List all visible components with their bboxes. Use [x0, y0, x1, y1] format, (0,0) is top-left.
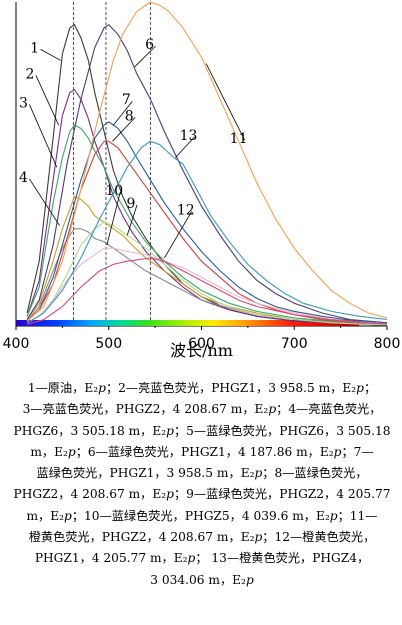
curve-leader-4: [29, 178, 60, 226]
curve-label-1: 1: [30, 40, 39, 56]
curve-leader-1: [40, 49, 61, 61]
x-tick-label-600: 600: [188, 336, 215, 352]
curve-label-11: 11: [230, 131, 248, 147]
series-line-12: [26, 257, 388, 325]
curve-leader-7: [113, 100, 133, 126]
series-line-4: [26, 195, 388, 326]
series-line-5: [26, 228, 388, 326]
curve-leader-3: [29, 104, 58, 168]
series-line-9: [26, 221, 388, 326]
caption-line-6: PHGZ2，4 208.67 m，E₂p；9—蓝绿色荧光，PHGZ2，4 205…: [13, 487, 391, 502]
caption-line-3: PHGZ6，3 505.18 m，E₂p；5—蓝绿色荧光，PHGZ6，3 505…: [13, 423, 391, 438]
series-line-10: [26, 247, 388, 325]
series-line-11: [26, 1, 388, 322]
figure-caption: 1—原油，E₂p；2—亮蓝色荧光，PHGZ1，3 958.5 m，E₂p； 3—亮…: [10, 378, 394, 591]
series-line-7: [26, 121, 388, 324]
curve-label-4: 4: [19, 170, 28, 186]
curve-label-7: 7: [122, 92, 131, 108]
curve-leader-12: [164, 211, 193, 259]
series-line-3: [26, 124, 388, 325]
x-tick-label-400: 400: [3, 336, 30, 352]
caption-line-10: 3 034.06 m，E₂p: [150, 572, 254, 587]
curve-label-2: 2: [25, 66, 34, 82]
caption-line-5: 蓝绿色荧光，PHGZ1，3 958.5 m，E₂p；8—蓝绿色荧光，: [36, 466, 368, 481]
caption-line-4: m，E₂p；6—蓝绿色荧光，PHGZ1，4 187.86 m，E₂p；7—: [30, 444, 374, 459]
series-line-2: [26, 88, 388, 326]
curve-label-10: 10: [105, 183, 123, 199]
caption-line-7: m，E₂p；10—蓝绿色荧光，PHGZ5，4 039.6 m，E₂p；11—: [26, 508, 378, 523]
curve-leader-2: [35, 75, 60, 126]
curve-leader-8: [112, 117, 136, 142]
caption-line-1: 1—原油，E₂p；2—亮蓝色荧光，PHGZ1，3 958.5 m，E₂p；: [27, 381, 377, 395]
caption-line-2: 3—亮蓝色荧光，PHGZ2，4 208.67 m，E₂p；4—亮蓝色荧光，: [22, 402, 382, 417]
curve-leader-13: [175, 136, 195, 158]
curve-label-8: 8: [125, 108, 134, 124]
series-line-6: [26, 23, 388, 324]
caption-line-9: PHGZ1，4 205.77 m，E₂p； 13—橙黄色荧光，PHGZ4，: [34, 551, 370, 566]
curve-label-13: 13: [180, 128, 198, 144]
x-tick-label-500: 500: [95, 336, 122, 352]
caption-line-8: 橙黄色荧光，PHGZ2，4 208.67 m，E₂p；12—橙黄色荧光，: [28, 530, 376, 545]
x-tick-label-700: 700: [281, 336, 308, 352]
curve-label-3: 3: [19, 95, 28, 111]
curve-leader-11: [205, 63, 245, 141]
x-tick-label-800: 800: [374, 336, 401, 352]
curve-leader-6: [134, 45, 156, 68]
curve-label-12: 12: [177, 202, 195, 218]
x-axis-label: 波长/nm: [170, 341, 233, 360]
curve-leader-9: [126, 204, 138, 236]
spectrum-color-bar: [16, 320, 360, 326]
curve-leader-10: [106, 191, 121, 246]
curve-label-9: 9: [127, 196, 136, 212]
series-line-13: [26, 140, 388, 324]
curve-label-6: 6: [145, 37, 154, 53]
